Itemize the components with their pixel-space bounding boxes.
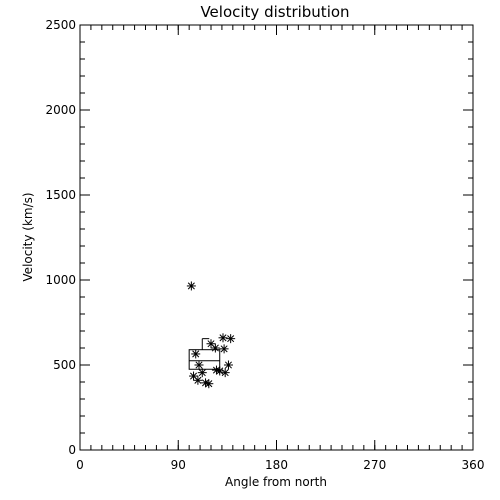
data-points [186, 281, 236, 389]
plot-frame [79, 24, 474, 451]
chart-title: Velocity distribution [200, 3, 349, 21]
axis-ticks [79, 24, 474, 451]
x-tick-label: 90 [171, 458, 186, 472]
boxplot [188, 338, 221, 370]
y-axis-title: Velocity (km/s) [21, 192, 35, 281]
data-point [219, 344, 229, 354]
x-tick-label: 270 [363, 458, 386, 472]
data-point [226, 334, 236, 344]
box-rect [188, 349, 221, 370]
y-tick-label: 1000 [45, 273, 76, 287]
data-point [186, 281, 196, 291]
data-point [223, 360, 233, 370]
y-tick-label: 2500 [45, 18, 76, 32]
x-axis-title: Angle from north [225, 475, 327, 489]
y-tick-label: 0 [68, 443, 76, 457]
data-point [218, 333, 228, 343]
data-point [197, 368, 207, 378]
x-tick-label: 360 [462, 458, 485, 472]
axis-tick-labels: 0 90 180 270 360 0 500 1000 1500 2000 2500 [45, 18, 484, 472]
data-point [194, 360, 204, 370]
x-tick-label: 180 [265, 458, 288, 472]
data-point [191, 349, 201, 359]
data-point [193, 375, 203, 385]
data-point [206, 339, 216, 349]
y-tick-label: 1500 [45, 188, 76, 202]
y-tick-label: 2000 [45, 103, 76, 117]
x-tick-label: 0 [76, 458, 84, 472]
data-point [210, 343, 220, 353]
data-point [220, 368, 230, 378]
y-tick-label: 500 [53, 358, 76, 372]
data-point [204, 379, 214, 389]
